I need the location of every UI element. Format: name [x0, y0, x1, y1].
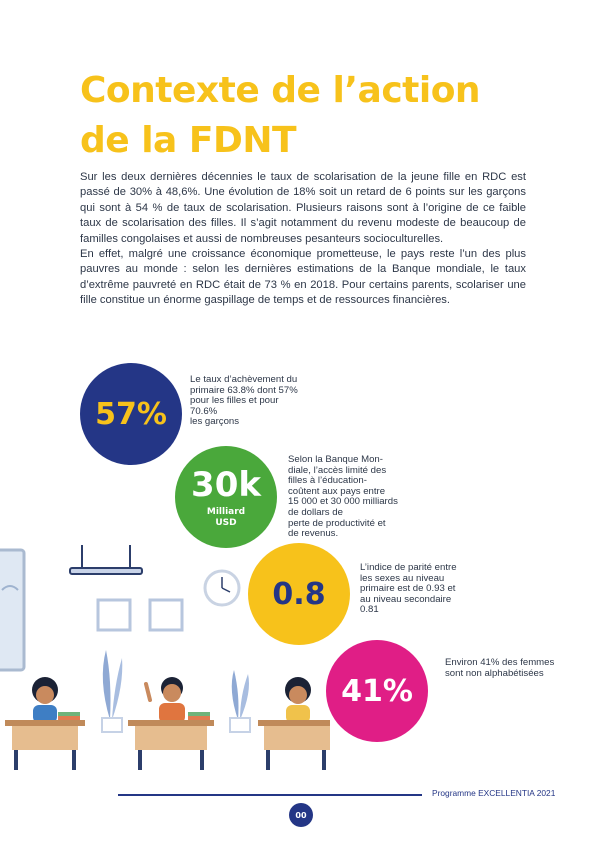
classroom-illustration [0, 545, 330, 770]
intro-paragraph-2: En effet, malgré une croissance économiq… [80, 248, 526, 307]
stat-circle-3: 0.8 [248, 543, 350, 645]
student-girl [32, 677, 58, 723]
stat-value-3: 0.8 [272, 576, 326, 612]
plant [101, 650, 123, 733]
ceiling-lamp [69, 567, 143, 575]
book-stack [58, 712, 80, 716]
stat-value-2: 30k [191, 465, 261, 505]
stat-circle-1: 57% [80, 363, 182, 465]
book-stack [188, 716, 210, 720]
stat-description-4: Environ 41% des femmes sont non alphabét… [445, 657, 555, 679]
footer-divider [118, 794, 422, 796]
student-boy [144, 677, 185, 723]
wall-frame [96, 598, 132, 632]
stat-value-1: 57% [95, 396, 167, 432]
page-number: 00 [295, 810, 307, 820]
stat-description-2: Selon la Banque Mon- diale, l’accès limi… [288, 454, 398, 540]
book-stack [188, 712, 210, 716]
whiteboard [0, 548, 26, 672]
school-desk [258, 720, 330, 770]
school-desk [5, 720, 85, 770]
stat-circle-4: 41% [326, 640, 428, 742]
stat-description-3: L’indice de parité entre les sexes au ni… [360, 562, 457, 616]
stat-description-1: Le taux d’achèvement du primaire 63.8% d… [190, 374, 298, 428]
stat-unit-2: Milliard USD [206, 507, 246, 528]
footer-program: Programme EXCELLENTIA 2021 [432, 788, 556, 798]
student-girl [285, 677, 311, 723]
page-number-badge: 00 [289, 803, 313, 827]
stat-value-4: 41% [341, 673, 413, 709]
title-line-2: de la FDNT [80, 120, 297, 161]
stat-circle-2: 30k Milliard USD [175, 446, 277, 548]
wall-frame [148, 598, 184, 632]
school-desk [128, 720, 214, 770]
book-stack [58, 716, 80, 720]
intro-paragraph-1: Sur les deux dernières décennies le taux… [80, 171, 526, 245]
title-line-1: Contexte de l’action [80, 70, 481, 111]
intro-text: Sur les deux dernières décennies le taux… [80, 170, 526, 309]
plant [229, 670, 251, 733]
page-title: Contexte de l’action de la FDNT [80, 66, 481, 166]
